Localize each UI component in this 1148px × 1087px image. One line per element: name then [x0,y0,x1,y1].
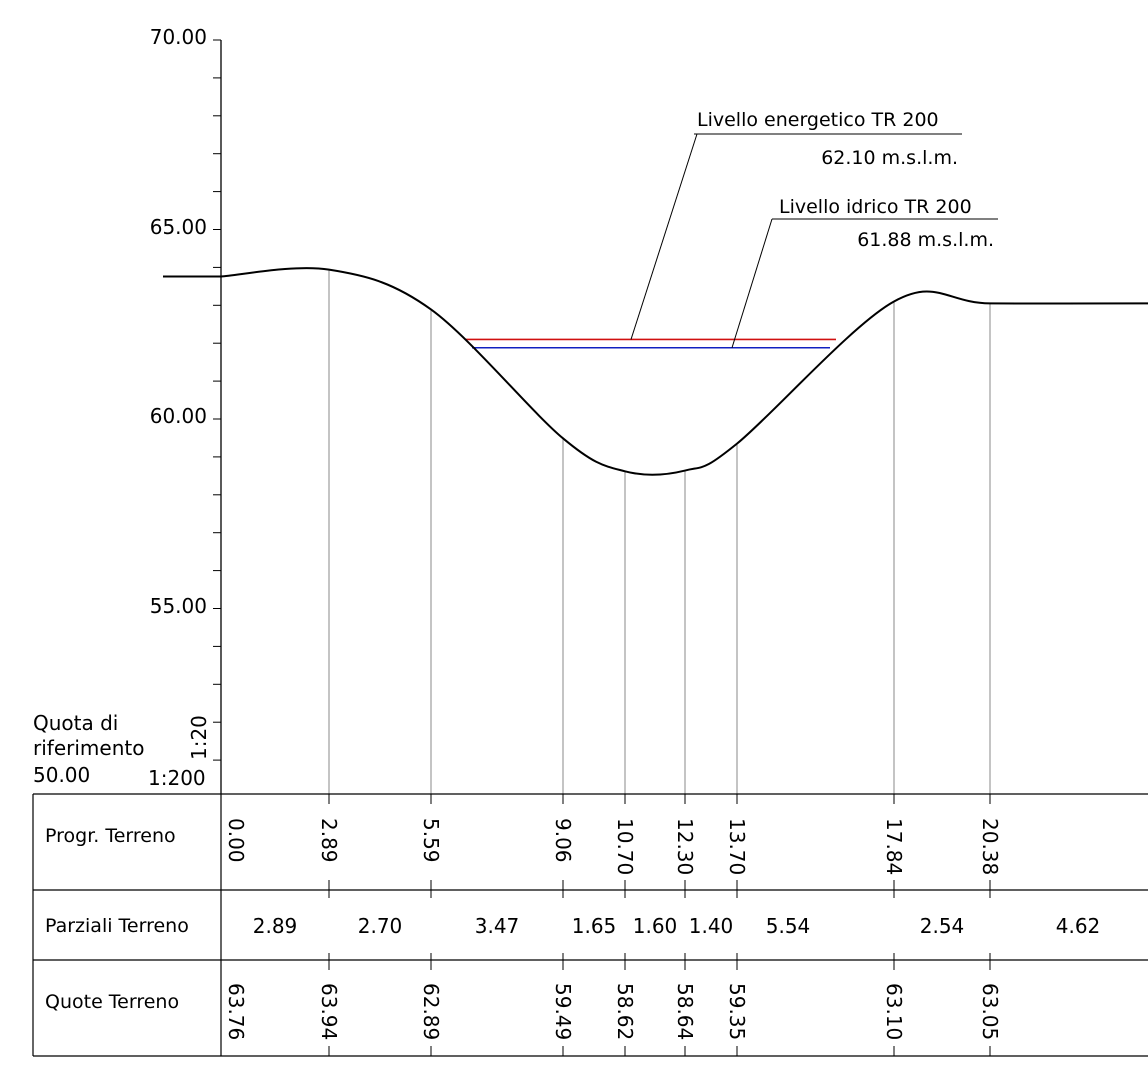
reference-label-line-1: Quota di [33,711,118,735]
scale-horizontal: 1:200 [148,766,206,790]
parziali-value: 1.60 [633,914,678,938]
data-table [32,793,1148,1057]
y-tick-label-55: 55.00 [150,594,207,618]
terrain-profile-line [163,267,1148,476]
parziali-value: 2.70 [358,914,403,938]
progr-value: 17.84 [882,818,906,875]
station-guide-lines [328,269,991,794]
parziali-value: 1.40 [689,914,734,938]
progr-value: 12.30 [673,818,697,875]
quote-value: 63.76 [224,983,248,1040]
parziali-value: 4.62 [1056,914,1101,938]
y-tick-label-70: 70.00 [150,25,207,49]
parziali-value: 3.47 [475,914,520,938]
row-label-quote: Quote Terreno [45,991,179,1013]
quote-value: 63.10 [882,983,906,1040]
quote-value: 59.35 [725,983,749,1040]
y-tick-label-65: 65.00 [150,215,207,239]
row-label-parziali: Parziali Terreno [45,915,189,937]
parziali-value: 5.54 [766,914,811,938]
energy-callout-label: Livello energetico TR 200 [697,109,939,131]
progr-value: 9.06 [551,818,575,863]
reference-label-line-2: riferimento [33,736,144,760]
quote-value: 59.49 [551,983,575,1040]
reference-label-line-3: 50.00 [33,763,90,787]
progr-value: 20.38 [978,818,1002,875]
water-callout-label: Livello idrico TR 200 [779,196,972,218]
progr-value: 2.89 [317,818,341,863]
parziali-value: 2.89 [253,914,298,938]
energy-callout-value: 62.10 m.s.l.m. [821,147,958,169]
water-callout-value: 61.88 m.s.l.m. [857,229,994,251]
y-axis-ticks [213,39,221,761]
parziali-value: 2.54 [920,914,965,938]
progr-value: 0.00 [224,818,248,863]
quote-value: 63.05 [978,983,1002,1040]
progr-value: 10.70 [613,818,637,875]
quote-value: 58.64 [673,983,697,1040]
parziali-value: 1.65 [572,914,617,938]
water-callout: Livello idrico TR 200 61.88 m.s.l.m. [731,196,998,348]
row-label-progr: Progr. Terreno [45,825,176,847]
energy-callout: Livello energetico TR 200 62.10 m.s.l.m. [630,109,962,340]
table-station-ticks [328,794,991,1056]
energy-leader-line [630,133,698,340]
table-values: 0.00 2.89 5.59 9.06 10.70 12.30 13.70 17.84 20.3… [224,818,1101,1040]
quote-value: 62.89 [419,983,443,1040]
y-tick-label-60: 60.00 [150,404,207,428]
progr-value: 5.59 [419,818,443,863]
water-leader-line [731,218,773,348]
progr-value: 13.70 [725,818,749,875]
quote-value: 63.94 [317,983,341,1040]
quote-value: 58.62 [613,983,637,1040]
scale-vertical: 1:20 [187,715,211,760]
